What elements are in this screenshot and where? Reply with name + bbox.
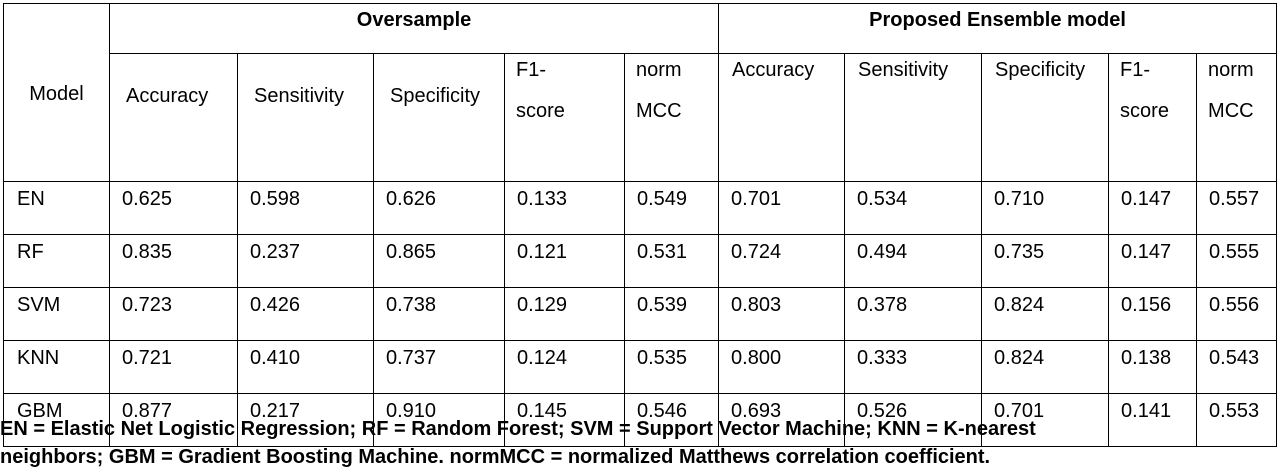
value-cell: 0.723 bbox=[109, 287, 238, 341]
value-cell: 0.724 bbox=[718, 234, 846, 288]
model-name-cell: RF bbox=[3, 234, 110, 288]
value-cell: 0.138 bbox=[1108, 340, 1198, 394]
value-cell: 0.333 bbox=[844, 340, 983, 394]
value-cell: 0.141 bbox=[1108, 393, 1198, 447]
metric-header-norm-mcc: norm MCC bbox=[623, 53, 720, 182]
value-cell: 0.129 bbox=[504, 287, 625, 341]
value-cell: 0.534 bbox=[844, 181, 983, 235]
metric-header-f1-score: F1- score bbox=[1108, 53, 1198, 182]
metric-label-line2: MCC bbox=[1208, 100, 1254, 122]
value-cell: 0.626 bbox=[373, 181, 505, 235]
metric-label: norm bbox=[636, 59, 682, 81]
value-cell: 0.553 bbox=[1196, 393, 1278, 447]
metric-label: F1- bbox=[1120, 59, 1151, 81]
value-cell: 0.877 bbox=[109, 393, 238, 447]
value-cell: 0.910 bbox=[373, 393, 505, 447]
metric-header-specificity: Specificity bbox=[373, 53, 505, 182]
value-cell: 0.543 bbox=[1196, 340, 1278, 394]
value-cell: 0.721 bbox=[109, 340, 238, 394]
value-cell: 0.535 bbox=[623, 340, 720, 394]
value-cell: 0.124 bbox=[504, 340, 625, 394]
value-cell: 0.546 bbox=[623, 393, 720, 447]
value-cell: 0.156 bbox=[1108, 287, 1198, 341]
value-cell: 0.738 bbox=[373, 287, 505, 341]
metric-label: Sensitivity bbox=[254, 85, 345, 107]
metric-header-sensitivity: Sensitivity bbox=[237, 53, 374, 182]
metric-label-line2: score bbox=[1120, 100, 1169, 122]
metric-label: F1- bbox=[516, 59, 546, 81]
metric-label-line2: MCC bbox=[636, 100, 682, 122]
value-cell: 0.237 bbox=[237, 234, 374, 288]
value-cell: 0.531 bbox=[623, 234, 720, 288]
model-column-header: Model bbox=[3, 3, 110, 182]
value-cell: 0.556 bbox=[1196, 287, 1278, 341]
table-footnote: EN = Elastic Net Logistic Regression; RF… bbox=[0, 418, 1036, 468]
model-name-cell: EN bbox=[3, 181, 110, 235]
value-cell: 0.426 bbox=[237, 287, 374, 341]
value-cell: 0.526 bbox=[844, 393, 983, 447]
value-cell: 0.378 bbox=[844, 287, 983, 341]
metric-label: Specificity bbox=[995, 59, 1086, 81]
metric-header-sensitivity: Sensitivity bbox=[844, 53, 983, 182]
value-cell: 0.494 bbox=[844, 234, 983, 288]
value-cell: 0.824 bbox=[981, 287, 1110, 341]
value-cell: 0.865 bbox=[373, 234, 505, 288]
value-cell: 0.803 bbox=[718, 287, 846, 341]
value-cell: 0.693 bbox=[718, 393, 846, 447]
value-cell: 0.735 bbox=[981, 234, 1110, 288]
value-cell: 0.555 bbox=[1196, 234, 1278, 288]
group-header-row: Model Oversample Proposed Ensemble model bbox=[3, 3, 1278, 182]
metric-header-norm-mcc: norm MCC bbox=[1196, 53, 1278, 182]
value-cell: 0.598 bbox=[237, 181, 374, 235]
model-name-cell: GBM bbox=[3, 393, 110, 447]
value-cell: 0.121 bbox=[504, 234, 625, 288]
value-cell: 0.147 bbox=[1108, 181, 1198, 235]
table-row: RF 0.835 0.237 0.865 0.121 0.531 0.724 0… bbox=[3, 234, 1278, 288]
metric-label: Specificity bbox=[390, 85, 481, 107]
value-cell: 0.800 bbox=[718, 340, 846, 394]
group-header-ensemble: Proposed Ensemble model bbox=[718, 3, 1278, 54]
value-cell: 0.701 bbox=[981, 393, 1110, 447]
metric-header-accuracy: Accuracy bbox=[718, 53, 846, 182]
value-cell: 0.549 bbox=[623, 181, 720, 235]
metric-header-row: Accuracy Sensitivity Specificity F1- scor… bbox=[4, 53, 1278, 182]
metric-label-line2: score bbox=[516, 100, 565, 122]
table-row: KNN 0.721 0.410 0.737 0.124 0.535 0.800 … bbox=[3, 340, 1278, 394]
value-cell: 0.835 bbox=[109, 234, 238, 288]
model-name-cell: KNN bbox=[3, 340, 110, 394]
table-row: EN 0.625 0.598 0.626 0.133 0.549 0.701 0… bbox=[3, 181, 1278, 235]
value-cell: 0.737 bbox=[373, 340, 505, 394]
results-table: Model Oversample Proposed Ensemble model… bbox=[3, 3, 1278, 447]
value-cell: 0.701 bbox=[718, 181, 846, 235]
metric-label: Sensitivity bbox=[858, 59, 949, 81]
metric-header-accuracy: Accuracy bbox=[109, 53, 238, 182]
value-cell: 0.625 bbox=[109, 181, 238, 235]
metric-label: norm bbox=[1208, 59, 1254, 81]
value-cell: 0.539 bbox=[623, 287, 720, 341]
model-name-cell: SVM bbox=[3, 287, 110, 341]
table-row: SVM 0.723 0.426 0.738 0.129 0.539 0.803 … bbox=[3, 287, 1278, 341]
metric-label: Accuracy bbox=[126, 85, 209, 107]
group-header-oversample: Oversample bbox=[108, 3, 720, 54]
value-cell: 0.824 bbox=[981, 340, 1110, 394]
value-cell: 0.557 bbox=[1196, 181, 1278, 235]
value-cell: 0.410 bbox=[237, 340, 374, 394]
value-cell: 0.133 bbox=[504, 181, 625, 235]
metric-header-f1-score: F1- score bbox=[504, 53, 625, 182]
value-cell: 0.147 bbox=[1108, 234, 1198, 288]
value-cell: 0.710 bbox=[981, 181, 1110, 235]
metric-label: Accuracy bbox=[732, 59, 815, 81]
table-row: GBM 0.877 0.217 0.910 0.145 0.546 0.693 … bbox=[3, 393, 1278, 447]
metric-header-specificity: Specificity bbox=[981, 53, 1110, 182]
